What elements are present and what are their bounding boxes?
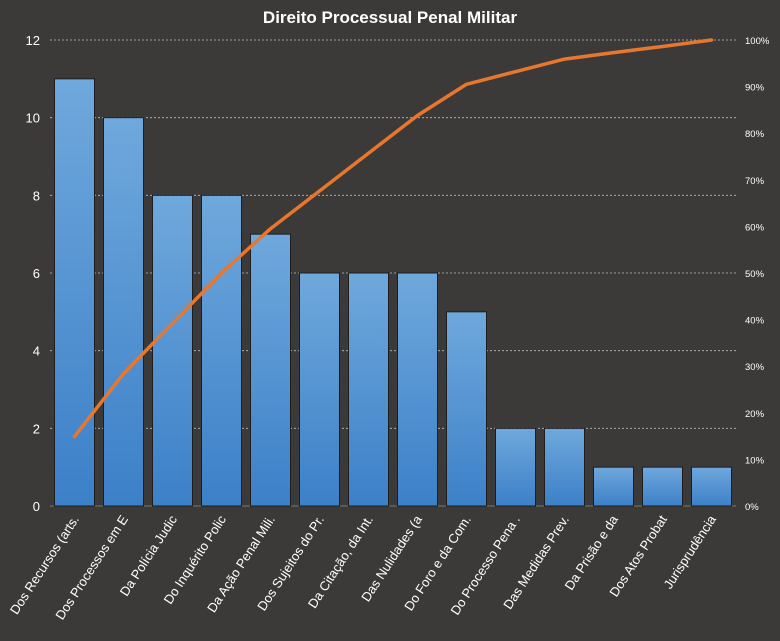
line-point — [367, 151, 370, 155]
y-left-tick-label: 12 — [26, 33, 40, 48]
y-left-tick-label: 2 — [33, 421, 40, 436]
bar — [348, 272, 389, 507]
y-left-tick-label: 4 — [33, 344, 40, 359]
line-point — [661, 45, 664, 49]
line-point — [220, 271, 223, 275]
bar — [544, 427, 585, 507]
y-left-tick-label: 8 — [33, 188, 40, 203]
line-point — [563, 57, 566, 61]
y-left-tick-label: 0 — [33, 499, 40, 514]
y-right-tick-label: 80% — [745, 129, 765, 140]
y-left-tick-label: 10 — [26, 111, 40, 126]
y-right-tick-label: 100% — [745, 36, 770, 47]
y-left-tick-label: 6 — [33, 266, 40, 281]
bar — [250, 233, 291, 507]
bar — [103, 117, 144, 507]
line-point — [122, 372, 125, 376]
y-right-tick-label: 90% — [745, 83, 765, 94]
bar — [642, 466, 683, 507]
bar — [299, 272, 340, 507]
bar — [593, 466, 634, 507]
line-point — [612, 51, 615, 55]
y-right-tick-label: 10% — [745, 455, 765, 466]
line-point — [269, 227, 272, 231]
y-right-tick-label: 60% — [745, 222, 765, 233]
line-point — [465, 82, 468, 86]
bar — [201, 194, 242, 507]
y-right-tick-label: 20% — [745, 409, 765, 420]
chart-title: Direito Processual Penal Militar — [263, 8, 518, 27]
line-point — [318, 189, 321, 193]
cumulative-line — [72, 38, 714, 439]
bars — [54, 78, 732, 507]
line-point — [514, 70, 517, 74]
line-point — [73, 435, 76, 439]
bar — [691, 466, 732, 507]
cumulative-line-path — [72, 38, 714, 439]
y-right-tick-label: 50% — [745, 269, 765, 280]
category-label: Jurisprudência — [660, 512, 719, 592]
bar — [446, 311, 487, 507]
line-point — [171, 321, 174, 325]
bar — [495, 427, 536, 507]
bar — [152, 194, 193, 507]
y-right-tick-label: 30% — [745, 362, 765, 373]
y-right-tick-label: 70% — [745, 176, 765, 187]
y-right-tick-label: 0% — [745, 502, 759, 513]
line-point — [416, 113, 419, 117]
bar — [397, 272, 438, 507]
line-point — [710, 38, 713, 42]
bar — [54, 78, 95, 507]
axis-ticks: 0 2 4 6 8 10 12 0% 10% 20% 30% 40% 50% 60% 70% 80% 90% 10… — [26, 33, 770, 514]
category-labels: Dos Recursos (arts.Dos Processos em EDa … — [7, 512, 720, 623]
y-right-tick-label: 40% — [745, 316, 765, 327]
